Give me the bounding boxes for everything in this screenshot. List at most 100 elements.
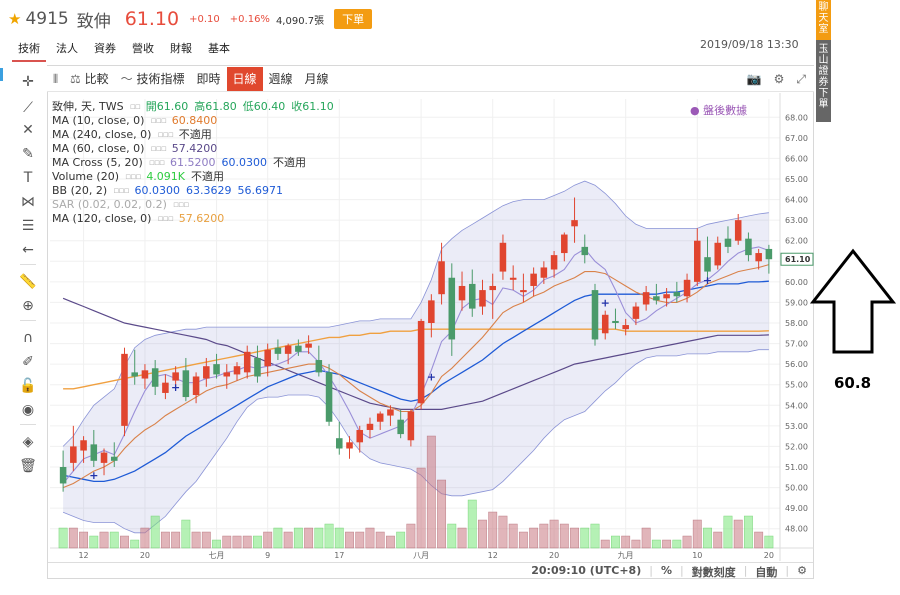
price-tick-label: 65.00 bbox=[785, 175, 808, 184]
volume-bar bbox=[293, 527, 303, 549]
candle-body bbox=[704, 257, 711, 272]
candle-body bbox=[663, 294, 670, 299]
legend-row-controls-icon[interactable]: ▫▫▫ bbox=[157, 214, 173, 224]
compare-button[interactable]: ⚖ 比較 bbox=[64, 67, 115, 91]
legend-row-controls-icon[interactable]: ▫▫▫ bbox=[125, 172, 141, 182]
candle-body bbox=[182, 370, 190, 398]
legend-row-label: MA (10, close, 0) bbox=[52, 114, 145, 127]
candle-body bbox=[151, 368, 159, 387]
candle-body bbox=[70, 446, 77, 463]
volume-bar bbox=[508, 523, 518, 549]
interval-weekly[interactable]: 週線 bbox=[268, 71, 293, 86]
tab-revenue[interactable]: 營收 bbox=[132, 42, 154, 55]
legend-row: MA (120, close, 0) ▫▫▫ 57.6200 bbox=[52, 212, 334, 226]
candle-body bbox=[274, 347, 282, 354]
volume-bar bbox=[222, 535, 232, 549]
status-settings-icon[interactable]: ⚙ bbox=[797, 564, 807, 577]
gear-icon[interactable]: ⚙ bbox=[773, 72, 785, 86]
price-tick-label: 60.00 bbox=[785, 278, 808, 287]
ruler-icon[interactable]: 📏 bbox=[19, 274, 37, 290]
lock-icon[interactable]: 🔓 bbox=[19, 378, 37, 394]
indicators-button[interactable]: 〜 技術指標 bbox=[115, 67, 191, 91]
ma20-line bbox=[62, 280, 769, 483]
legend-row: SAR (0.02, 0.02, 0.2) ▫▫▫ bbox=[52, 198, 334, 212]
legend-row-value: 61.5200 bbox=[170, 156, 216, 169]
brush-icon[interactable]: ✎ bbox=[22, 146, 34, 162]
tab-basic[interactable]: 基本 bbox=[208, 42, 230, 55]
status-divider: | bbox=[679, 564, 684, 577]
candle-body bbox=[632, 306, 640, 319]
back-arrow-icon[interactable]: ← bbox=[22, 242, 34, 258]
legend-row-controls-icon[interactable]: ▫▫▫ bbox=[150, 116, 166, 126]
interval-monthly[interactable]: 月線 bbox=[304, 71, 329, 86]
interval-intraday[interactable]: 即時 bbox=[196, 71, 221, 86]
price-change-pct: +0.16% bbox=[229, 13, 270, 25]
camera-icon[interactable]: 📷 bbox=[746, 72, 762, 86]
volume-bar bbox=[467, 499, 477, 549]
candle-body bbox=[376, 413, 384, 422]
price-tick-label: 52.00 bbox=[785, 442, 808, 451]
gann-fan-icon[interactable]: ✕ bbox=[22, 122, 34, 138]
magnet-icon[interactable]: ∩ bbox=[22, 330, 34, 346]
crosshair-icon[interactable]: ✛ bbox=[22, 74, 34, 90]
candle-body bbox=[428, 300, 435, 323]
percent-scale-toggle[interactable]: % bbox=[660, 564, 672, 577]
time-tick-label: 九月 bbox=[618, 551, 634, 560]
legend-row-value: 63.3629 bbox=[185, 184, 232, 197]
legend-row-controls-icon[interactable]: ▫▫▫ bbox=[113, 186, 129, 196]
legend-row-controls-icon[interactable]: ▫▫▫ bbox=[148, 158, 165, 168]
auto-scale-toggle[interactable]: 自動 bbox=[755, 566, 778, 579]
candle-body bbox=[387, 409, 394, 416]
tab-margin[interactable]: 資券 bbox=[94, 42, 116, 55]
trash-icon[interactable]: 🗑 bbox=[19, 458, 37, 474]
volume-bar bbox=[682, 535, 692, 549]
chat-room-button[interactable]: 聊天室 bbox=[816, 0, 831, 40]
price-tick-label: 50.00 bbox=[785, 484, 808, 493]
price-tick-label: 48.00 bbox=[785, 525, 808, 534]
fib-tool-icon[interactable]: ☰ bbox=[21, 218, 35, 234]
legend-row: MA (240, close, 0) ▫▫▫ 不適用 bbox=[52, 128, 334, 142]
candle-body bbox=[561, 234, 568, 254]
legend-row-controls-icon[interactable]: ▫▫▫ bbox=[150, 144, 166, 154]
legend-row-controls-icon[interactable]: ▫▫▫ bbox=[157, 130, 173, 140]
visibility-icon[interactable]: ◉ bbox=[21, 402, 35, 418]
legend-row-controls-icon[interactable]: ▫▫▫ bbox=[172, 200, 189, 210]
tab-technical[interactable]: 技術 bbox=[12, 38, 46, 62]
candle-body bbox=[499, 242, 507, 272]
legend-row-value: 56.6971 bbox=[237, 184, 283, 197]
candle-body bbox=[550, 255, 558, 270]
candle-style-icon[interactable]: ⫴ bbox=[53, 71, 59, 86]
lock-draw-icon[interactable]: ✐ bbox=[22, 354, 34, 370]
quote-header: ★ 4915 致伸 61.10 +0.10 +0.16% 4,090.7張 下單 bbox=[8, 6, 373, 32]
interval-daily[interactable]: 日線 bbox=[226, 66, 263, 91]
legend-row-value: 57.4200 bbox=[171, 142, 218, 155]
order-button[interactable]: 下單 bbox=[334, 9, 373, 29]
tab-financials[interactable]: 財報 bbox=[170, 42, 192, 55]
bollinger-fill bbox=[63, 181, 769, 533]
log-scale-toggle[interactable]: 對數刻度 bbox=[691, 566, 736, 579]
layers-icon[interactable]: ◈ bbox=[22, 434, 34, 450]
time-tick-label: 17 bbox=[334, 551, 344, 560]
fullscreen-icon[interactable]: ⤢ bbox=[796, 71, 806, 86]
tab-institutional[interactable]: 法人 bbox=[56, 42, 78, 55]
after-hours-data[interactable]: ● 盤後數據 bbox=[690, 104, 748, 117]
volume-bar bbox=[764, 535, 774, 549]
volume-bar bbox=[611, 535, 620, 549]
indicator-icon: 〜 bbox=[120, 71, 137, 86]
candle-body bbox=[642, 292, 650, 305]
trend-line-icon[interactable]: ⟋ bbox=[23, 100, 33, 116]
active-tool-indicator bbox=[0, 68, 3, 81]
favorite-star-icon[interactable]: ★ bbox=[8, 10, 22, 28]
volume-bar bbox=[406, 523, 416, 549]
pattern-icon[interactable]: ⋈ bbox=[21, 194, 35, 210]
candle-body bbox=[591, 290, 599, 340]
zoom-in-icon[interactable]: ⊕ bbox=[22, 298, 34, 314]
legend-controls-icon[interactable]: ▫▫ bbox=[129, 102, 141, 112]
price-chart[interactable]: + + + + + 68.00 67.00 66.00 65.00 64.00 63.00 62.0… bbox=[48, 93, 814, 561]
ma60-line bbox=[62, 297, 769, 410]
legend-row-value: 60.0300 bbox=[134, 184, 180, 197]
broker-order-button[interactable]: 玉山證券下單 bbox=[816, 40, 831, 122]
text-tool-icon[interactable]: T bbox=[23, 170, 33, 186]
legend-row-value: 4.091K bbox=[146, 170, 186, 183]
volume-bar bbox=[416, 467, 426, 549]
